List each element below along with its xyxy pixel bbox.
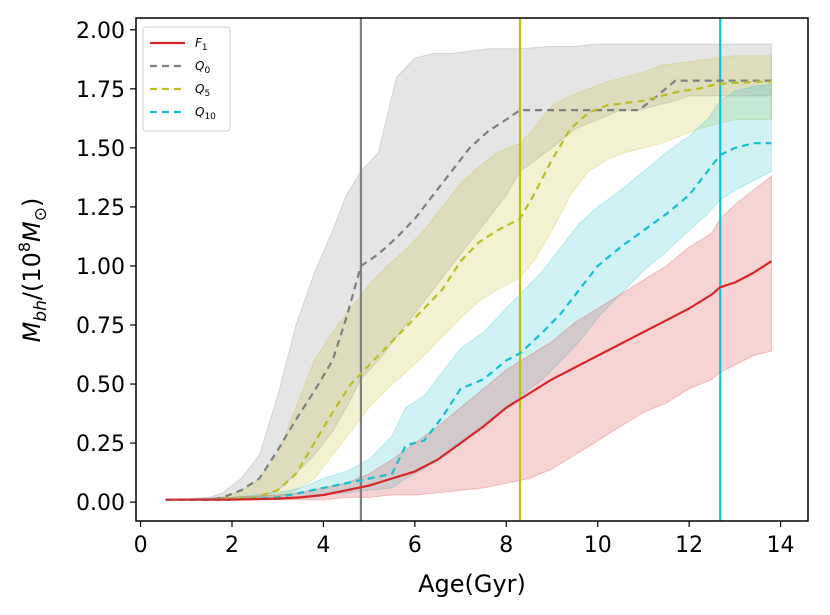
band-f1 [165, 175, 772, 501]
y-label-sub: bh [31, 300, 51, 322]
legend-label-q5: Q5 [195, 82, 210, 99]
y-tick-label: 1.00 [76, 255, 125, 280]
legend-box [142, 26, 231, 132]
axes: 0 2 4 6 8 10 12 14 0.00 0.25 0.50 0.75 1.00 1.25 1.50 1… [76, 17, 809, 558]
y-label-mid: /(10 [18, 252, 46, 300]
series-lines [165, 79, 772, 501]
y-label-sup: 8 [15, 242, 34, 252]
vertical-reference-lines [359, 18, 722, 521]
x-tick-label: 6 [408, 533, 422, 558]
line-q0 [165, 79, 772, 501]
y-tick-label: 0.00 [76, 491, 125, 516]
legend-label-q0: Q0 [195, 59, 210, 76]
x-tick-label: 2 [225, 533, 239, 558]
y-label-main: M [18, 321, 46, 342]
y-tick-label: 0.25 [76, 432, 125, 457]
x-tick-label: 0 [134, 533, 148, 558]
band-q5 [165, 55, 772, 501]
band-q10 [165, 83, 772, 501]
x-tick-label: 8 [499, 533, 513, 558]
y-label-close: ) [18, 198, 46, 207]
y-tick-label: 2.00 [76, 19, 125, 44]
line-q5 [165, 80, 772, 501]
y-axis-label: Mbh/(108M⊙) [15, 198, 51, 343]
y-tick-label: 1.25 [76, 196, 125, 221]
legend: F1 Q0 Q5 Q10 [142, 26, 231, 132]
y-tick-label: 1.75 [76, 78, 125, 103]
plot-frame [135, 17, 809, 522]
y-label-unit: M [18, 221, 46, 242]
x-tick-label: 10 [584, 533, 612, 558]
y-label-unit-sub: ⊙ [31, 207, 51, 221]
x-tick-label: 12 [675, 533, 703, 558]
confidence-bands [165, 43, 772, 501]
y-tick-label: 0.50 [76, 373, 125, 398]
x-tick-label: 14 [767, 533, 795, 558]
x-axis-label: Age(Gyr) [418, 570, 526, 598]
x-tick-label: 4 [316, 533, 330, 558]
line-f1 [165, 260, 772, 501]
legend-label-f1: F1 [195, 36, 208, 53]
line-q10 [165, 142, 772, 501]
legend-label-q10: Q10 [195, 105, 216, 122]
y-tick-label: 0.75 [76, 314, 125, 339]
y-tick-label: 1.50 [76, 137, 125, 162]
